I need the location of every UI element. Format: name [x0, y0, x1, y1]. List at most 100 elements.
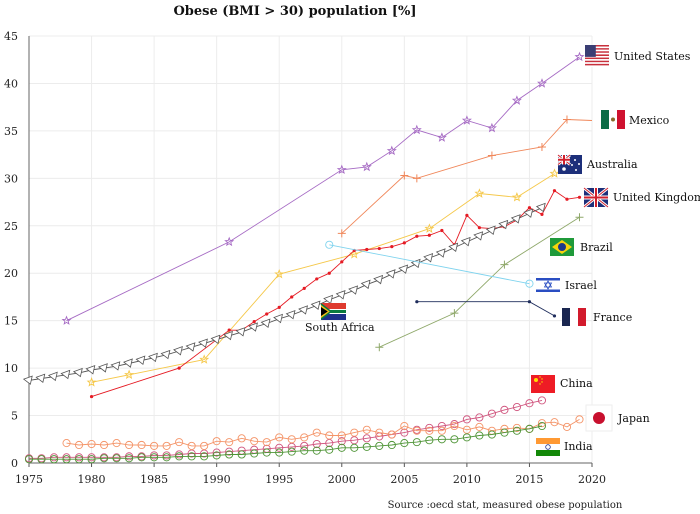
- data-point: [198, 338, 208, 348]
- data-point: [199, 354, 210, 364]
- data-point: [537, 419, 547, 428]
- chart-title: Obese (BMI > 30) population [%]: [173, 4, 416, 19]
- data-point: [400, 171, 409, 180]
- data-point: [74, 440, 84, 450]
- data-point: [298, 305, 308, 315]
- data-point: [387, 430, 396, 439]
- data-point: [60, 369, 71, 380]
- data-point: [412, 174, 421, 183]
- data-point: [61, 315, 72, 325]
- data-point: [335, 290, 346, 300]
- data-point: [200, 441, 209, 450]
- data-point: [400, 421, 409, 431]
- data-point: [474, 188, 485, 198]
- data-point: [325, 445, 334, 454]
- series-australia: [86, 168, 560, 387]
- data-point: [177, 366, 181, 370]
- data-point: [537, 421, 547, 431]
- data-point: [411, 124, 422, 135]
- data-point: [250, 449, 259, 458]
- france-flag-icon: [562, 308, 586, 326]
- data-point: [512, 423, 521, 432]
- data-point: [375, 343, 384, 352]
- data-point: [475, 413, 484, 422]
- data-point: [315, 277, 319, 281]
- data-point: [410, 258, 421, 269]
- data-point: [125, 440, 134, 450]
- data-point: [575, 213, 584, 222]
- data-point: [290, 295, 294, 299]
- data-point: [312, 428, 321, 437]
- data-point: [385, 269, 396, 279]
- data-point: [549, 168, 560, 178]
- data-point: [565, 197, 569, 201]
- data-point: [450, 435, 459, 444]
- source-note: Source :oecd stat, measured obese popula…: [388, 500, 623, 511]
- data-point: [212, 437, 221, 446]
- x-tick-label: 1995: [265, 473, 293, 486]
- data-point: [162, 441, 171, 450]
- data-point: [325, 431, 334, 440]
- data-point: [487, 151, 496, 160]
- data-point: [448, 242, 459, 253]
- data-point: [360, 279, 371, 290]
- data-point: [212, 448, 221, 457]
- data-point: [475, 431, 484, 440]
- data-point: [24, 455, 34, 464]
- data-point: [187, 452, 196, 461]
- data-point: [460, 236, 471, 247]
- data-point: [412, 438, 421, 447]
- data-point: [375, 428, 384, 437]
- y-tick-label: 40: [4, 77, 18, 90]
- data-point: [212, 451, 221, 460]
- data-point: [510, 214, 521, 224]
- data-point: [248, 322, 258, 332]
- x-tick-label: 2000: [328, 473, 356, 486]
- data-point: [302, 286, 306, 291]
- data-point: [150, 451, 159, 460]
- data-point: [173, 346, 183, 356]
- data-point: [87, 455, 96, 464]
- data-point: [74, 453, 84, 462]
- data-point: [300, 446, 309, 455]
- data-point: [22, 375, 33, 385]
- data-point: [275, 433, 284, 442]
- data-point: [500, 260, 509, 269]
- data-point: [527, 206, 532, 210]
- data-point: [312, 439, 321, 449]
- data-point: [362, 425, 371, 434]
- data-point: [398, 264, 409, 274]
- data-point: [386, 145, 397, 156]
- data-point: [577, 195, 582, 199]
- data-point: [86, 377, 97, 387]
- data-point: [500, 405, 509, 414]
- data-point: [427, 233, 431, 237]
- data-point: [237, 434, 246, 443]
- data-point: [552, 314, 557, 318]
- country-label: Mexico: [629, 114, 670, 127]
- data-point: [511, 95, 522, 105]
- data-point: [437, 426, 446, 435]
- series-india: [24, 421, 547, 464]
- data-point: [252, 320, 256, 324]
- data-point: [412, 426, 421, 435]
- data-point: [465, 213, 469, 217]
- data-point: [148, 352, 158, 363]
- data-point: [175, 450, 184, 459]
- x-tick-label: 2015: [515, 473, 543, 486]
- data-point: [350, 428, 359, 437]
- y-tick-label: 5: [11, 410, 18, 423]
- data-point: [225, 447, 234, 456]
- country-label: Brazil: [580, 241, 613, 254]
- data-point: [525, 399, 534, 408]
- series-line: [329, 244, 530, 285]
- data-point: [487, 430, 496, 439]
- series-israel: [325, 240, 534, 288]
- data-point: [137, 453, 146, 462]
- country-label: France: [593, 311, 632, 324]
- data-point: [575, 415, 584, 424]
- data-point: [287, 435, 296, 444]
- series-france: [415, 300, 557, 318]
- data-point: [97, 363, 108, 373]
- x-tick-label: 1985: [140, 473, 168, 486]
